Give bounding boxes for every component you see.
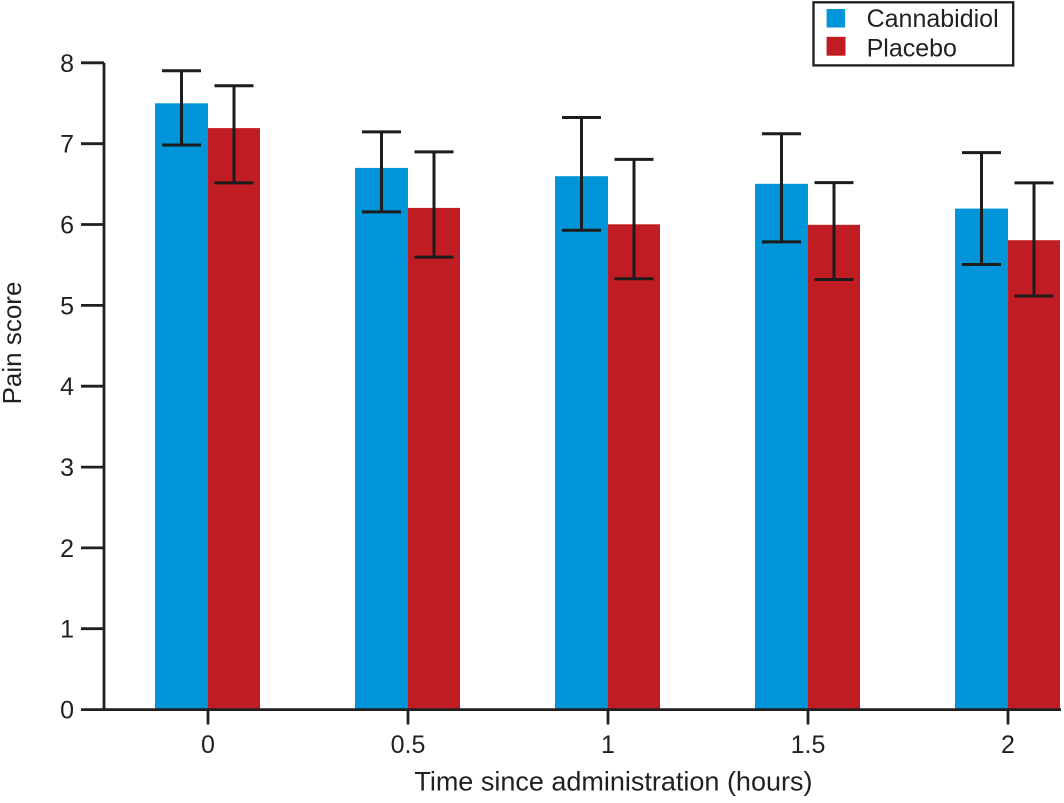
svg-text:Cannabidiol: Cannabidiol — [867, 5, 999, 33]
svg-text:7: 7 — [60, 131, 74, 159]
svg-text:0.5: 0.5 — [391, 731, 426, 759]
svg-text:8: 8 — [60, 50, 74, 78]
svg-text:Pain score: Pain score — [0, 282, 27, 405]
svg-text:Time since administration (hou: Time since administration (hours) — [414, 767, 812, 797]
svg-text:2: 2 — [1001, 731, 1015, 759]
svg-text:5: 5 — [60, 292, 74, 320]
svg-text:6: 6 — [60, 212, 74, 240]
svg-text:3: 3 — [60, 454, 74, 482]
svg-text:2: 2 — [60, 535, 74, 563]
svg-text:0: 0 — [201, 731, 215, 759]
svg-text:1: 1 — [601, 731, 615, 759]
svg-text:1.5: 1.5 — [791, 731, 826, 759]
svg-text:0: 0 — [60, 697, 74, 725]
svg-text:Placebo: Placebo — [867, 34, 957, 62]
svg-text:1: 1 — [60, 616, 74, 644]
svg-text:4: 4 — [60, 373, 74, 401]
